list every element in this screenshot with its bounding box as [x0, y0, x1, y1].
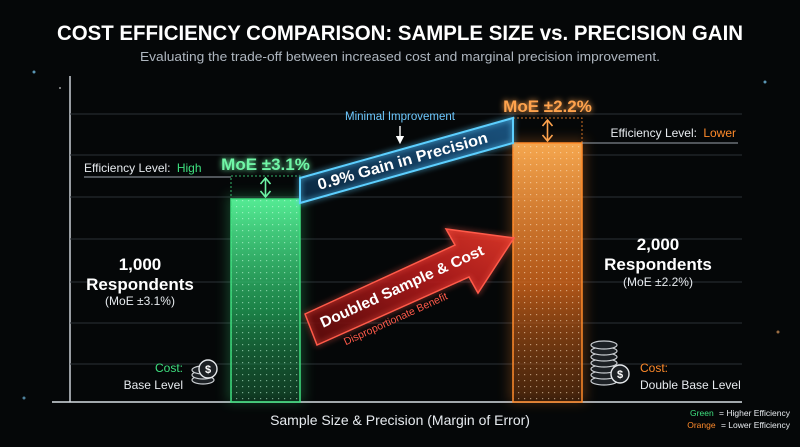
efficiency-level-left: Efficiency Level: High	[84, 161, 202, 175]
coin-stack-icon-right: $	[590, 340, 630, 386]
bar-texture-1	[513, 143, 582, 402]
cost-label-right: Cost:	[640, 361, 668, 375]
cost-label-left: Cost:	[155, 361, 183, 375]
chart-title: COST EFFICIENCY COMPARISON: SAMPLE SIZE …	[57, 21, 743, 45]
legend-text-orange: = Lower Efficiency	[721, 420, 791, 430]
respondents-moe-left: (MoE ±3.1%)	[105, 294, 175, 308]
cost-value-left: Base Level	[124, 378, 183, 392]
bars-layer: MoE ±3.1% MoE ±2.2%	[84, 97, 738, 403]
legend-item-green: Green = Higher Efficiency	[690, 408, 791, 418]
efficiency-level-right: Efficiency Level: Lower	[610, 126, 736, 140]
minimal-improvement-label: Minimal Improvement	[345, 111, 456, 123]
decorative-sparkles	[22, 70, 780, 400]
svg-text:$: $	[205, 364, 211, 376]
chart-subtitle: Evaluating the trade-off between increas…	[140, 50, 660, 64]
legend-key-green: Green	[690, 408, 714, 418]
x-axis-label: Sample Size & Precision (Margin of Error…	[270, 412, 530, 428]
bar-precision-box-1	[512, 117, 583, 144]
bar-group-left: MoE ±3.1%	[221, 155, 310, 403]
bar-moe-arrow-down-0	[259, 190, 272, 199]
legend-text-green: = Higher Efficiency	[719, 408, 791, 418]
coin-stack-icon-left: $	[191, 359, 218, 385]
legend: Green = Higher Efficiency Orange = Lower…	[687, 408, 791, 430]
bar-moe-label-left: MoE ±3.1%	[221, 155, 310, 174]
svg-text:$: $	[617, 369, 623, 381]
legend-key-orange: Orange	[687, 420, 716, 430]
respondents-count-left: 1,000	[119, 255, 162, 274]
efficiency-value-right: Lower	[703, 126, 736, 140]
left-bar-labels: Efficiency Level: High 1,000 Respondents…	[84, 161, 202, 392]
bar-moe-label-right: MoE ±2.2%	[503, 97, 592, 116]
bar-moe-arrow-down-1	[541, 134, 554, 143]
doubled-cost-arrow: Doubled Sample & Cost Disproportionate B…	[304, 228, 516, 348]
precision-gain-label: 0.9% Gain in Precision	[316, 130, 490, 194]
efficiency-value-left: High	[177, 161, 202, 175]
bar-group-right: MoE ±2.2%	[503, 97, 592, 403]
bar-texture-0	[231, 199, 300, 402]
legend-item-orange: Orange = Lower Efficiency	[687, 420, 791, 430]
respondents-count-right: 2,000	[637, 235, 680, 254]
cost-value-right: Double Base Level	[640, 378, 741, 392]
precision-gain-band: 0.9% Gain in Precision	[299, 116, 514, 205]
efficiency-prefix-right: Efficiency Level:	[610, 126, 697, 140]
respondents-unit-left: Respondents	[86, 275, 194, 294]
bar-moe-arrow-up-1	[541, 118, 554, 127]
bar-moe-arrow-up-0	[259, 176, 272, 185]
respondents-moe-right: (MoE ±2.2%)	[623, 275, 693, 289]
efficiency-prefix-left: Efficiency Level:	[84, 161, 171, 175]
right-bar-labels: Efficiency Level: Lower 2,000 Respondent…	[604, 126, 741, 392]
respondents-unit-right: Respondents	[604, 255, 712, 274]
